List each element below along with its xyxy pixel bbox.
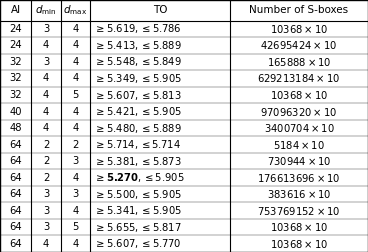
Text: $\geq 5.548, \leq 5.849$: $\geq 5.548, \leq 5.849$ — [94, 55, 182, 69]
Text: $730944\times10$: $730944\times10$ — [267, 155, 331, 167]
Text: 3: 3 — [43, 24, 49, 34]
Text: 4: 4 — [43, 107, 49, 116]
Text: 32: 32 — [9, 90, 22, 100]
Text: 32: 32 — [9, 74, 22, 83]
Text: $\geq 5.655, \leq 5.817$: $\geq 5.655, \leq 5.817$ — [94, 221, 182, 234]
Text: $10368\times10$: $10368\times10$ — [270, 238, 328, 250]
Text: 4: 4 — [72, 173, 78, 183]
Text: $10368\times10$: $10368\times10$ — [270, 23, 328, 35]
Text: 32: 32 — [9, 57, 22, 67]
Text: $\geq 5.607, \leq 5.813$: $\geq 5.607, \leq 5.813$ — [94, 88, 182, 102]
Text: Number of S-boxes: Number of S-boxes — [250, 5, 348, 15]
Text: $\geq 5.619, \leq 5.786$: $\geq 5.619, \leq 5.786$ — [94, 22, 181, 36]
Text: 3: 3 — [43, 222, 49, 232]
Text: 3: 3 — [43, 206, 49, 216]
Text: 40: 40 — [10, 107, 22, 116]
Text: $10368\times10$: $10368\times10$ — [270, 221, 328, 233]
Text: 2: 2 — [72, 140, 79, 150]
Text: 2: 2 — [43, 156, 49, 166]
Text: $\geq 5.413, \leq 5.889$: $\geq 5.413, \leq 5.889$ — [94, 39, 182, 52]
Text: $\geq 5.381, \leq 5.873$: $\geq 5.381, \leq 5.873$ — [94, 155, 182, 168]
Text: 5: 5 — [72, 90, 79, 100]
Text: 4: 4 — [72, 239, 78, 249]
Text: 4: 4 — [43, 41, 49, 50]
Text: $176613696\times10$: $176613696\times10$ — [257, 172, 341, 184]
Text: 24: 24 — [9, 41, 22, 50]
Text: 4: 4 — [72, 107, 78, 116]
Text: 4: 4 — [72, 24, 78, 34]
Text: 4: 4 — [72, 41, 78, 50]
Text: 3: 3 — [43, 57, 49, 67]
Text: $5184\times10$: $5184\times10$ — [273, 139, 325, 151]
Text: TO: TO — [153, 5, 167, 15]
Text: $10368\times10$: $10368\times10$ — [270, 89, 328, 101]
Text: 4: 4 — [72, 57, 78, 67]
Text: 5: 5 — [72, 222, 79, 232]
Text: 64: 64 — [9, 173, 22, 183]
Text: $42695424\times10$: $42695424\times10$ — [261, 40, 337, 51]
Text: 64: 64 — [9, 140, 22, 150]
Text: $383616\times10$: $383616\times10$ — [267, 188, 331, 200]
Text: $\geq 5.607, \leq 5.770$: $\geq 5.607, \leq 5.770$ — [94, 237, 181, 250]
Text: AI: AI — [11, 5, 21, 15]
Text: 64: 64 — [9, 222, 22, 232]
Text: 4: 4 — [43, 123, 49, 133]
Text: 3: 3 — [43, 189, 49, 199]
Text: 64: 64 — [9, 189, 22, 199]
Text: 3: 3 — [72, 189, 78, 199]
Text: 4: 4 — [43, 239, 49, 249]
Text: $\geq 5.500, \leq 5.905$: $\geq 5.500, \leq 5.905$ — [94, 188, 182, 201]
Text: 24: 24 — [9, 24, 22, 34]
Text: 4: 4 — [43, 74, 49, 83]
Text: 2: 2 — [43, 173, 49, 183]
Text: 64: 64 — [9, 239, 22, 249]
Text: $\geq \mathbf{5.270}, \leq 5.905$: $\geq \mathbf{5.270}, \leq 5.905$ — [94, 171, 184, 184]
Text: $\geq 5.349, \leq 5.905$: $\geq 5.349, \leq 5.905$ — [94, 72, 182, 85]
Text: 3: 3 — [72, 156, 78, 166]
Text: $\geq 5.714, \leq 5.714$: $\geq 5.714, \leq 5.714$ — [94, 138, 181, 151]
Text: 64: 64 — [9, 156, 22, 166]
Text: $629213184\times10$: $629213184\times10$ — [257, 73, 341, 84]
Text: 4: 4 — [72, 206, 78, 216]
Text: $d_{\min}$: $d_{\min}$ — [35, 4, 57, 17]
Text: 64: 64 — [9, 206, 22, 216]
Text: 4: 4 — [43, 90, 49, 100]
Text: $97096320\times10$: $97096320\times10$ — [261, 106, 337, 117]
Text: $\geq 5.421, \leq 5.905$: $\geq 5.421, \leq 5.905$ — [94, 105, 182, 118]
Text: $\geq 5.480, \leq 5.889$: $\geq 5.480, \leq 5.889$ — [94, 121, 182, 135]
Text: 2: 2 — [43, 140, 49, 150]
Text: 4: 4 — [72, 74, 78, 83]
Text: $3400704\times10$: $3400704\times10$ — [263, 122, 335, 134]
Text: $753769152\times10$: $753769152\times10$ — [257, 205, 341, 217]
Text: 4: 4 — [72, 123, 78, 133]
Text: $d_{\max}$: $d_{\max}$ — [63, 4, 88, 17]
Text: 48: 48 — [10, 123, 22, 133]
Text: $\geq 5.341, \leq 5.905$: $\geq 5.341, \leq 5.905$ — [94, 204, 182, 217]
Text: $165888\times10$: $165888\times10$ — [267, 56, 331, 68]
